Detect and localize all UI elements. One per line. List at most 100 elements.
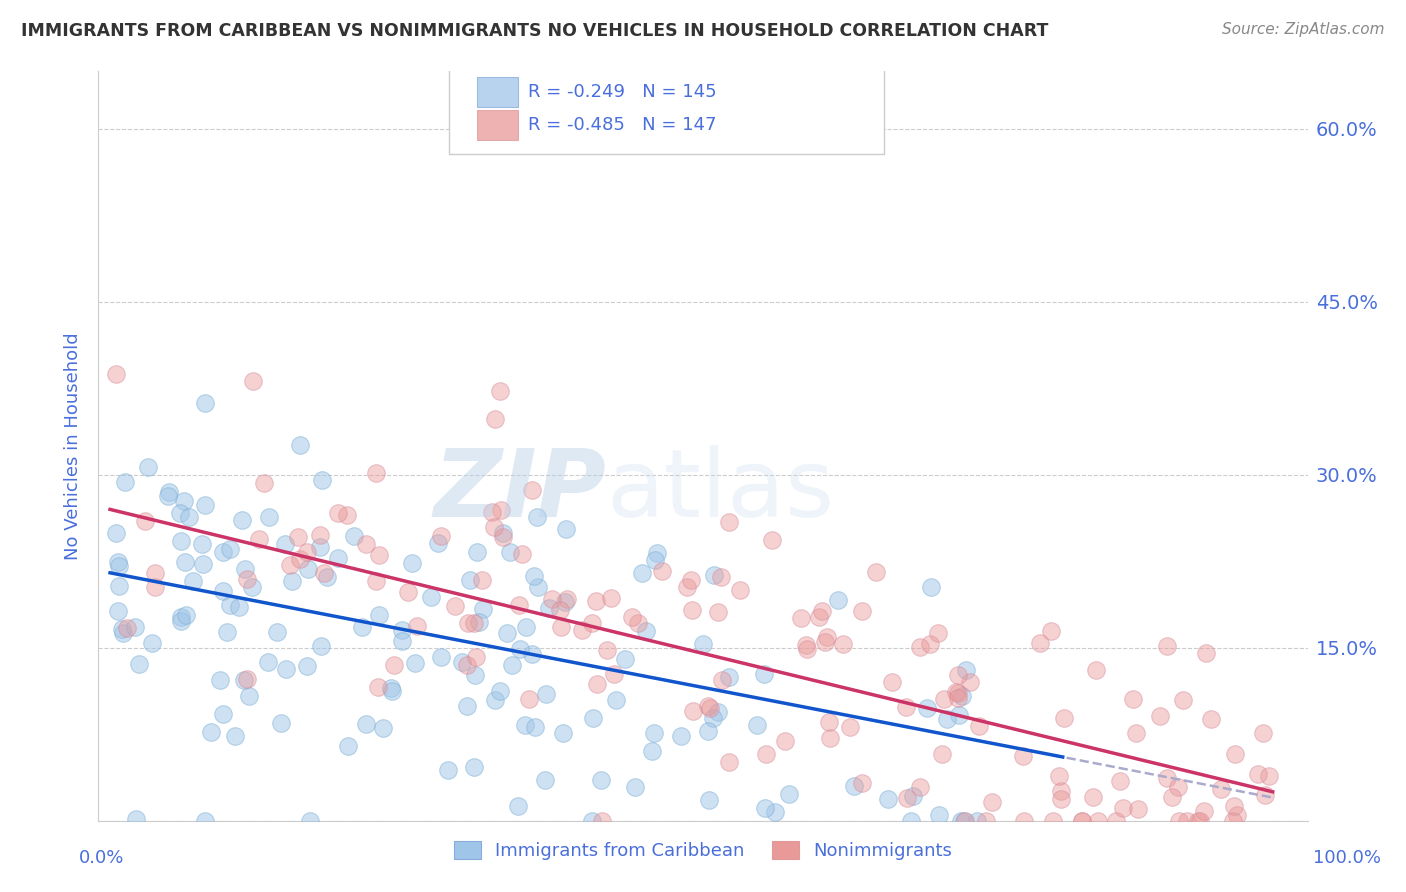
Point: [728, 582, 751, 597]
Point: [946, 691, 969, 706]
Point: [179, 510, 201, 524]
Point: [492, 530, 515, 544]
Point: [900, 814, 922, 828]
Point: [908, 780, 931, 794]
Point: [367, 680, 389, 694]
Point: [451, 655, 474, 669]
Point: [631, 566, 654, 581]
Point: [524, 720, 547, 734]
Point: [288, 438, 311, 452]
Point: [645, 546, 668, 560]
Point: [464, 668, 486, 682]
Point: [430, 649, 453, 664]
Point: [219, 541, 242, 556]
Point: [908, 640, 931, 654]
Point: [918, 637, 941, 651]
Point: [309, 541, 332, 555]
Point: [927, 626, 949, 640]
Point: [169, 506, 191, 520]
Point: [194, 395, 217, 409]
Text: 100.0%: 100.0%: [1313, 849, 1381, 867]
Point: [1047, 769, 1070, 783]
Point: [651, 564, 673, 578]
Point: [1084, 663, 1107, 677]
Point: [697, 723, 720, 738]
Point: [554, 522, 576, 536]
Point: [115, 621, 138, 635]
Point: [515, 620, 537, 634]
Point: [194, 814, 217, 828]
Point: [1087, 814, 1109, 828]
Point: [755, 747, 778, 761]
Point: [718, 755, 741, 769]
Point: [1175, 814, 1198, 828]
Point: [312, 566, 335, 580]
Point: [354, 717, 377, 731]
Point: [634, 624, 657, 638]
Point: [1125, 726, 1147, 740]
Point: [896, 700, 918, 714]
Point: [596, 642, 619, 657]
Point: [555, 592, 578, 607]
Point: [1187, 814, 1209, 828]
Point: [489, 684, 512, 698]
Point: [309, 527, 332, 541]
Point: [170, 614, 193, 628]
Point: [309, 639, 332, 653]
Point: [778, 788, 800, 802]
Point: [745, 718, 768, 732]
Point: [581, 616, 603, 631]
Point: [1226, 807, 1249, 822]
Point: [128, 657, 150, 671]
Text: IMMIGRANTS FROM CARIBBEAN VS NONIMMIGRANTS NO VEHICLES IN HOUSEHOLD CORRELATION : IMMIGRANTS FROM CARIBBEAN VS NONIMMIGRAN…: [21, 22, 1049, 40]
Point: [326, 506, 349, 520]
Point: [141, 636, 163, 650]
Point: [472, 601, 495, 615]
Point: [273, 537, 295, 551]
Point: [350, 620, 373, 634]
Point: [1192, 804, 1215, 818]
Point: [548, 603, 571, 617]
Point: [471, 573, 494, 587]
FancyBboxPatch shape: [477, 111, 517, 140]
Point: [354, 537, 377, 551]
Point: [527, 581, 550, 595]
Point: [173, 494, 195, 508]
Point: [710, 570, 733, 584]
Point: [232, 673, 254, 688]
Point: [717, 670, 740, 684]
Point: [621, 610, 644, 624]
Point: [391, 634, 413, 648]
Point: [1053, 711, 1076, 725]
Point: [831, 637, 853, 651]
Point: [311, 474, 333, 488]
Point: [571, 624, 593, 638]
Point: [1108, 774, 1130, 789]
Point: [976, 814, 998, 828]
Point: [1156, 771, 1178, 785]
Point: [903, 789, 925, 803]
Point: [212, 584, 235, 599]
Point: [1012, 748, 1035, 763]
Point: [224, 729, 246, 743]
Point: [517, 692, 540, 706]
Point: [465, 545, 488, 559]
Point: [818, 715, 841, 730]
Point: [508, 598, 530, 612]
Point: [297, 562, 319, 576]
Point: [1012, 814, 1035, 828]
Point: [209, 673, 232, 687]
Point: [509, 641, 531, 656]
Point: [838, 720, 860, 734]
Point: [948, 707, 970, 722]
Point: [295, 659, 318, 673]
Point: [489, 503, 512, 517]
Point: [959, 675, 981, 690]
Point: [711, 673, 734, 688]
Point: [506, 798, 529, 813]
Point: [1039, 624, 1062, 639]
Point: [382, 657, 405, 672]
Point: [238, 689, 260, 703]
Point: [554, 595, 576, 609]
Point: [718, 515, 741, 529]
